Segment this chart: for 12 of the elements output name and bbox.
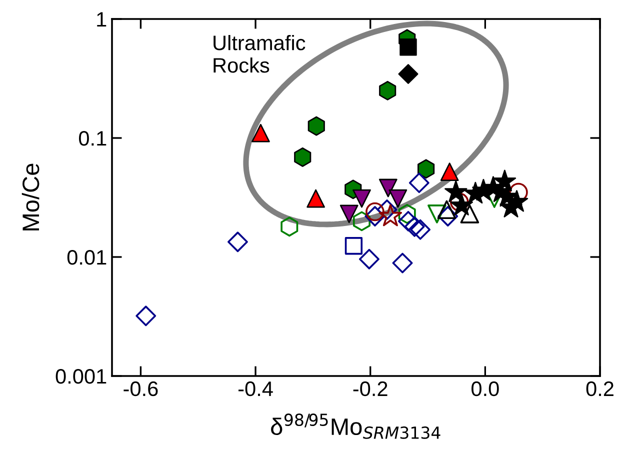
- y-tick-label: 0.01: [67, 250, 106, 265]
- annotation: Ultramafic Rocks: [214, 35, 306, 73]
- x-tick-label: -0.2: [353, 381, 388, 396]
- y-axis-title: Mo/Ce: [22, 164, 40, 230]
- y-tick-label: 0.001: [56, 369, 106, 384]
- x-axis-title: δ$^{98/95}$Mo$_{SRM3134}$: [271, 414, 440, 439]
- x-tick-label: 0.2: [586, 381, 614, 396]
- y-tick-label: 0.1: [78, 131, 106, 146]
- x-tick-label: 0.0: [472, 381, 499, 396]
- x-tick-label: -0.4: [238, 381, 273, 396]
- y-tick-label: 1: [97, 12, 106, 27]
- x-tick-label: -0.6: [124, 381, 158, 396]
